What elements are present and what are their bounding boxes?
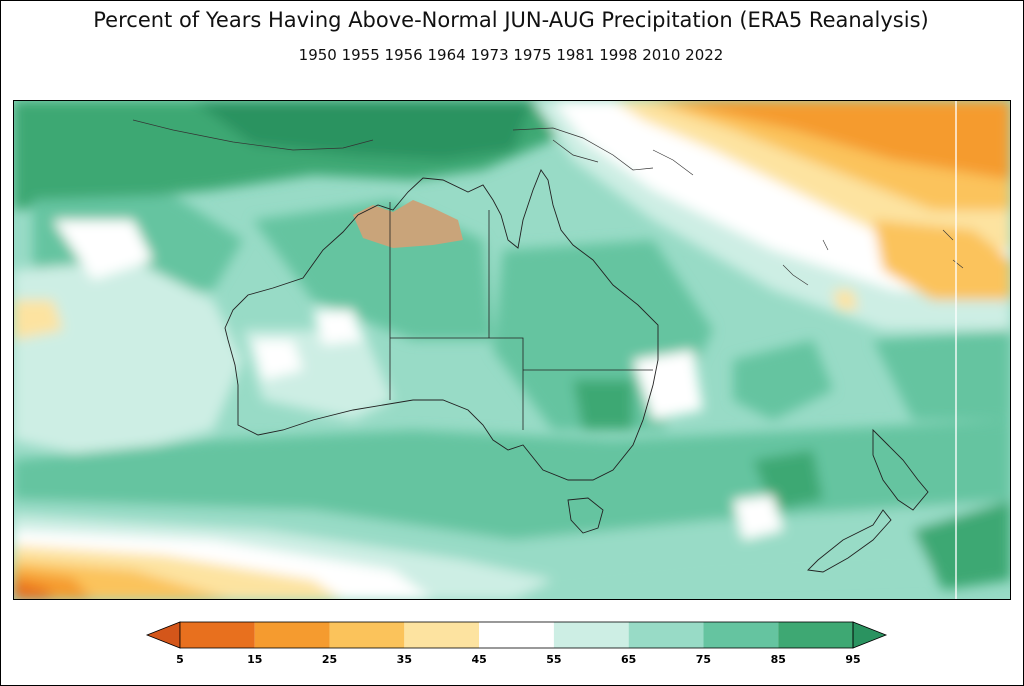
colorbar-tick-label: 95 xyxy=(845,653,860,666)
map-title: Percent of Years Having Above-Normal JUN… xyxy=(93,8,929,32)
colorbar-segment xyxy=(703,622,779,648)
australia-coastline xyxy=(224,169,659,481)
new-guinea-outline xyxy=(132,119,654,171)
colorbar-outline xyxy=(179,621,854,649)
new-zealand xyxy=(807,428,929,573)
colorbar-tick-label: 55 xyxy=(546,653,561,666)
colorbar-segment xyxy=(553,622,629,648)
low-percentage-patch xyxy=(353,200,463,248)
colorbar-tick-label: 75 xyxy=(696,653,711,666)
colorbar-tick-label: 65 xyxy=(621,653,636,666)
years-list: 1950 1955 1956 1964 1973 1975 1981 1998 … xyxy=(298,46,724,64)
colorbar-tick-label: 15 xyxy=(247,653,262,666)
colorbar-segment xyxy=(254,622,330,648)
precipitation-map xyxy=(13,100,1011,600)
colorbar: 5 15 25 35 45 55 65 75 85 95 xyxy=(145,620,890,680)
tasmania xyxy=(567,497,604,534)
colorbar-segment xyxy=(329,622,405,648)
map-canvas xyxy=(13,100,1011,600)
colorbar-segment xyxy=(628,622,704,648)
colorbar-segment xyxy=(404,622,480,648)
colorbar-tick-label: 25 xyxy=(322,653,337,666)
precipitation-field xyxy=(13,100,1011,600)
colorbar-tick-label: 45 xyxy=(471,653,486,666)
map-border xyxy=(13,100,1011,600)
colorbar-segment xyxy=(180,622,255,648)
pacific-islands xyxy=(652,149,964,286)
colorbar-segment xyxy=(778,622,853,648)
colorbar-under-arrow xyxy=(145,621,181,649)
colorbar-canvas: 5 15 25 35 45 55 65 75 85 95 xyxy=(145,621,888,666)
colorbar-tick-label: 85 xyxy=(771,653,786,666)
colorbar-tick-label: 35 xyxy=(397,653,412,666)
state-borders xyxy=(389,202,653,430)
colorbar-over-arrow xyxy=(852,621,888,649)
colorbar-segment xyxy=(479,622,554,648)
colorbar-tick-label: 5 xyxy=(176,653,184,666)
